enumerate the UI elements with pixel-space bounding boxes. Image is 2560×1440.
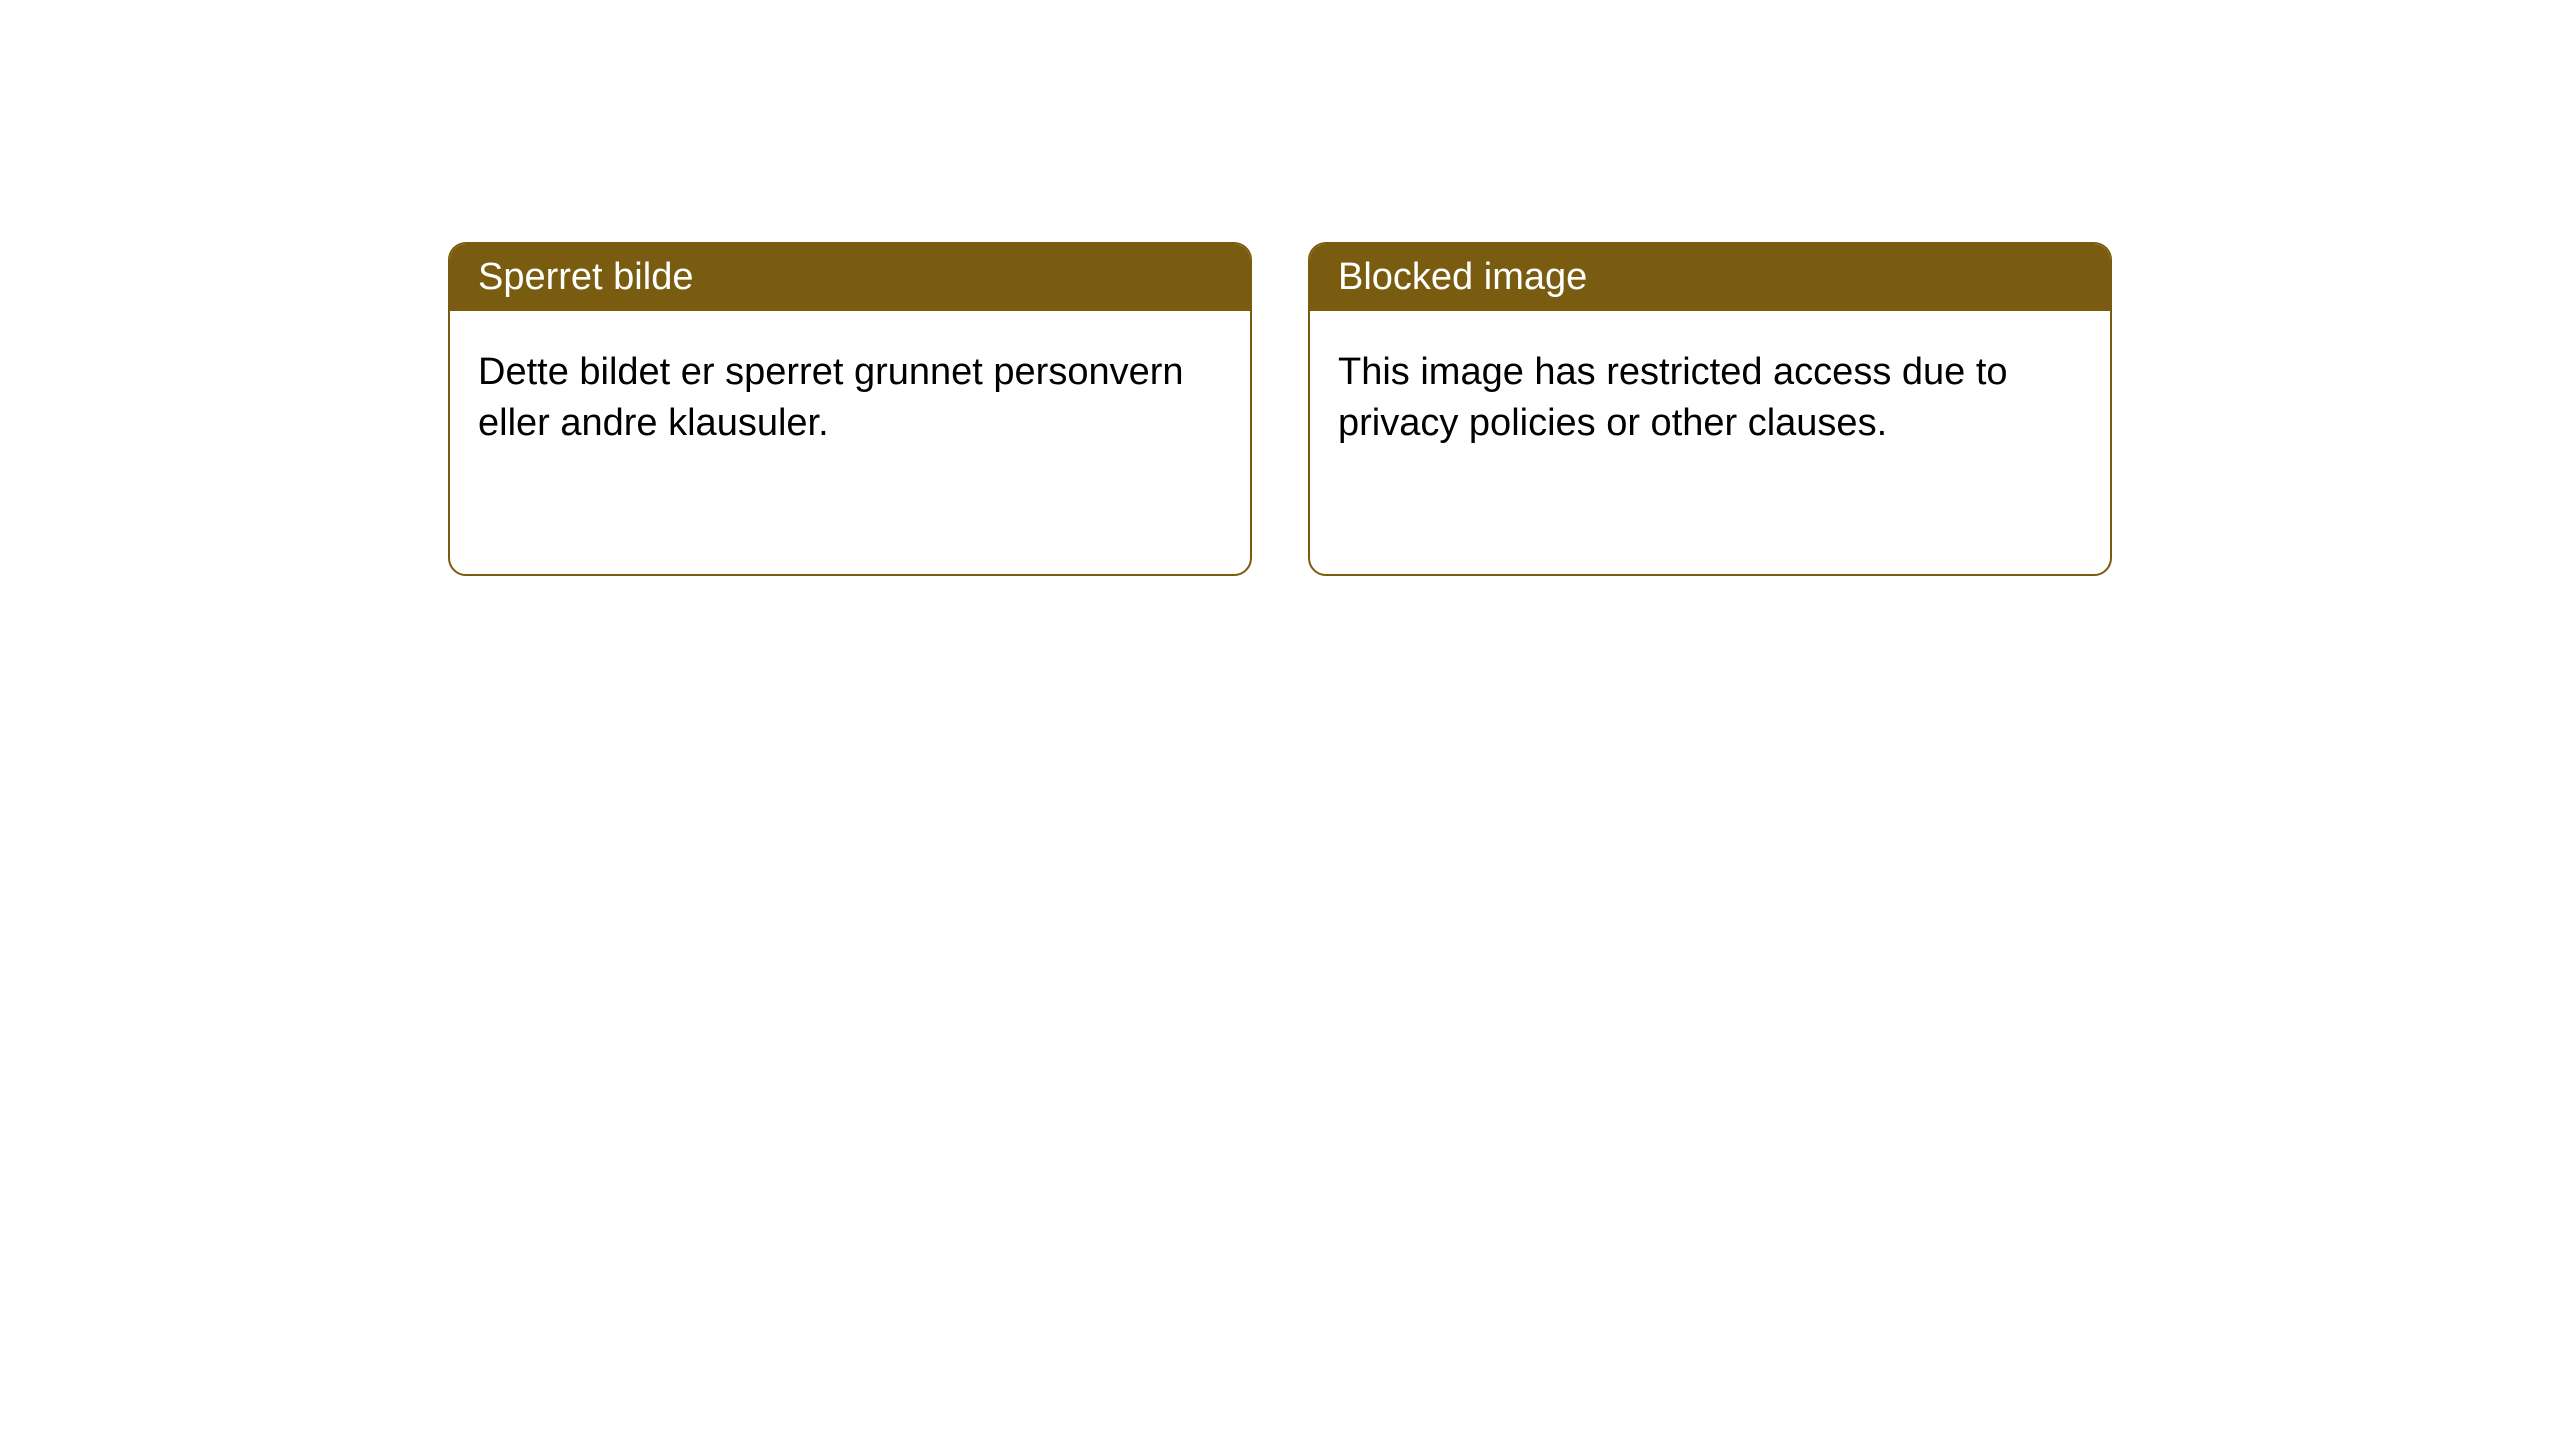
card-body-english: This image has restricted access due to … [1310, 311, 2110, 486]
blocked-image-card-norwegian: Sperret bilde Dette bildet er sperret gr… [448, 242, 1252, 576]
blocked-image-card-english: Blocked image This image has restricted … [1308, 242, 2112, 576]
cards-container: Sperret bilde Dette bildet er sperret gr… [0, 0, 2560, 576]
card-header-norwegian: Sperret bilde [450, 244, 1250, 311]
card-body-text-english: This image has restricted access due to … [1338, 351, 2008, 444]
card-body-norwegian: Dette bildet er sperret grunnet personve… [450, 311, 1250, 486]
card-title-english: Blocked image [1338, 256, 1587, 298]
card-title-norwegian: Sperret bilde [478, 256, 693, 298]
card-body-text-norwegian: Dette bildet er sperret grunnet personve… [478, 351, 1184, 444]
card-header-english: Blocked image [1310, 244, 2110, 311]
